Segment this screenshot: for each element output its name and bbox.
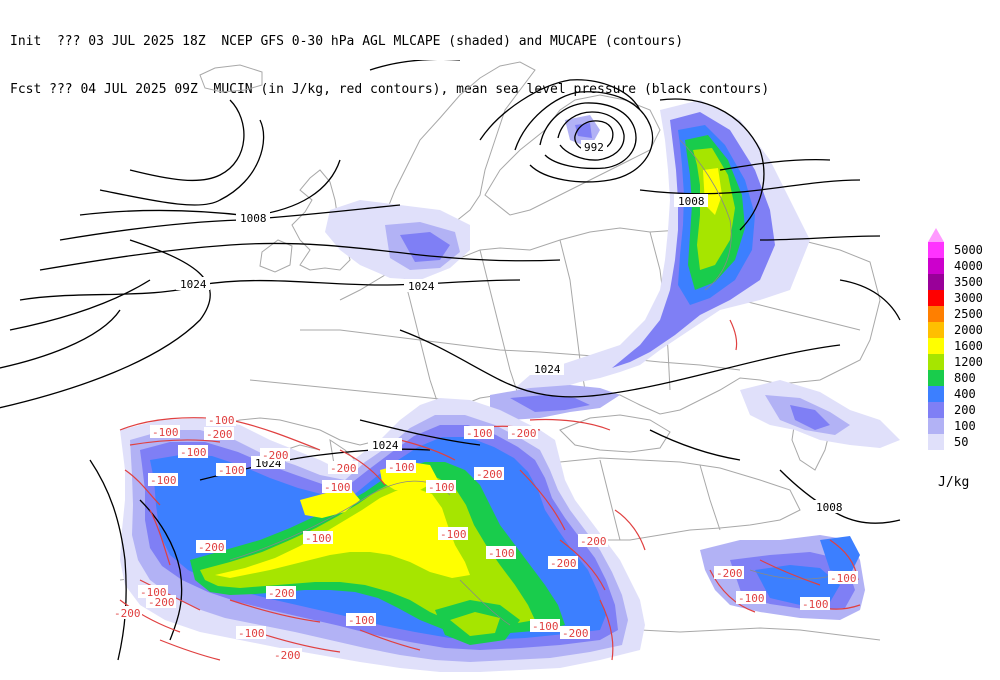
cin-label: -200	[262, 449, 289, 462]
legend-level: 1600	[928, 338, 983, 354]
legend-label: 4000	[954, 259, 983, 273]
cin-label: -200	[114, 607, 141, 620]
cin-label: -100	[305, 532, 332, 545]
cin-label: -100	[802, 598, 829, 611]
legend-level: 3000	[928, 290, 983, 306]
cin-label: -100	[440, 528, 467, 541]
legend-swatch	[928, 434, 944, 450]
mucape-contours	[229, 139, 836, 626]
isobar-label: 992	[584, 141, 604, 154]
cin-label: -200	[476, 468, 503, 481]
legend-swatch	[928, 274, 944, 290]
cin-label: -200	[198, 541, 225, 554]
legend-label: 3500	[954, 275, 983, 289]
cin-label: -200	[268, 587, 295, 600]
cin-label: -100	[180, 446, 207, 459]
cin-label: -100	[532, 620, 559, 633]
cin-label: -200	[550, 557, 577, 570]
legend-level: 200	[928, 402, 976, 418]
legend-level: 400	[928, 386, 976, 402]
header-line-fcst: Fcst ??? 04 JUL 2025 09Z MUCIN (in J/kg,…	[10, 82, 770, 97]
legend-label: 800	[954, 371, 976, 385]
cin-label: -100	[140, 586, 167, 599]
isobar-labels: 1008 992 1008 1008 1024 1024 1024 1024 1…	[176, 49, 846, 514]
legend-swatch	[928, 402, 944, 418]
legend-label: 2000	[954, 323, 983, 337]
isobar-label: 1024	[534, 363, 561, 376]
legend-swatch	[928, 258, 944, 274]
cin-label: -100	[466, 427, 493, 440]
legend-level: 100	[928, 418, 976, 434]
legend-level: 50	[928, 434, 968, 450]
isobar-label: 1008	[816, 501, 843, 514]
cin-label: -200	[148, 596, 175, 609]
cin-label: -100	[324, 481, 351, 494]
cin-label: -100	[238, 627, 265, 640]
isobar-label: 1008	[240, 212, 267, 225]
legend-label: 50	[954, 435, 969, 449]
mucin-contours	[119, 319, 861, 661]
legend-label: 5000	[954, 243, 983, 257]
cin-label: -100	[150, 474, 177, 487]
header-line-init: Init ??? 03 JUL 2025 18Z NCEP GFS 0-30 h…	[10, 34, 684, 49]
legend-top-triangle	[928, 228, 944, 242]
cin-label: -200	[510, 427, 537, 440]
legend-level: 5000	[928, 242, 983, 258]
cin-label: -200	[580, 535, 607, 548]
legend-label: 100	[954, 419, 976, 433]
legend-swatch	[928, 338, 944, 354]
legend-level: 2500	[928, 306, 983, 322]
legend-swatch	[928, 370, 944, 386]
cin-label: -200	[562, 627, 589, 640]
cape-shading	[120, 100, 900, 672]
cin-label: -100	[830, 572, 857, 585]
legend-level: 1200	[928, 354, 983, 370]
isobars	[0, 60, 901, 661]
cin-label: -100	[388, 461, 415, 474]
legend-label: 1600	[954, 339, 983, 353]
cin-label: -100	[152, 426, 179, 439]
isobar-label: 1024	[372, 439, 399, 452]
cin-label: -200	[716, 567, 743, 580]
cin-label: -100	[218, 464, 245, 477]
isobar-label: 1008	[678, 195, 705, 208]
cin-label: -100	[208, 414, 235, 427]
cin-labels: -100 -100 -200 -100 -200 -100 -100 -200 …	[112, 413, 858, 662]
legend-level: 2000	[928, 322, 983, 338]
legend-label: 400	[954, 387, 976, 401]
map-header: Init ??? 03 JUL 2025 18Z NCEP GFS 0-30 h…	[10, 2, 769, 114]
legend-level: 4000	[928, 258, 983, 274]
cin-label: -100	[488, 547, 515, 560]
cin-label: -100	[428, 481, 455, 494]
cin-label: -200	[330, 462, 357, 475]
legend-swatch	[928, 354, 944, 370]
cin-label: -100	[738, 592, 765, 605]
legend-swatch	[928, 306, 944, 322]
legend-swatch	[928, 242, 944, 258]
legend-swatch	[928, 418, 944, 434]
legend-level: 3500	[928, 274, 983, 290]
legend-label: 3000	[954, 291, 983, 305]
cin-label: -200	[274, 649, 301, 662]
isobar-label: 1024	[408, 280, 435, 293]
legend-units: J/kg	[938, 475, 970, 490]
legend-swatch	[928, 290, 944, 306]
legend-swatch	[928, 386, 944, 402]
cin-label: -100	[348, 614, 375, 627]
legend-label: 1200	[954, 355, 983, 369]
legend-level: 800	[928, 370, 976, 386]
isobar-label: 1008	[541, 49, 568, 62]
isobar-label: 1024	[180, 278, 207, 291]
legend-swatch	[928, 322, 944, 338]
legend-label: 200	[954, 403, 976, 417]
legend-label: 2500	[954, 307, 983, 321]
cin-label: -200	[206, 428, 233, 441]
